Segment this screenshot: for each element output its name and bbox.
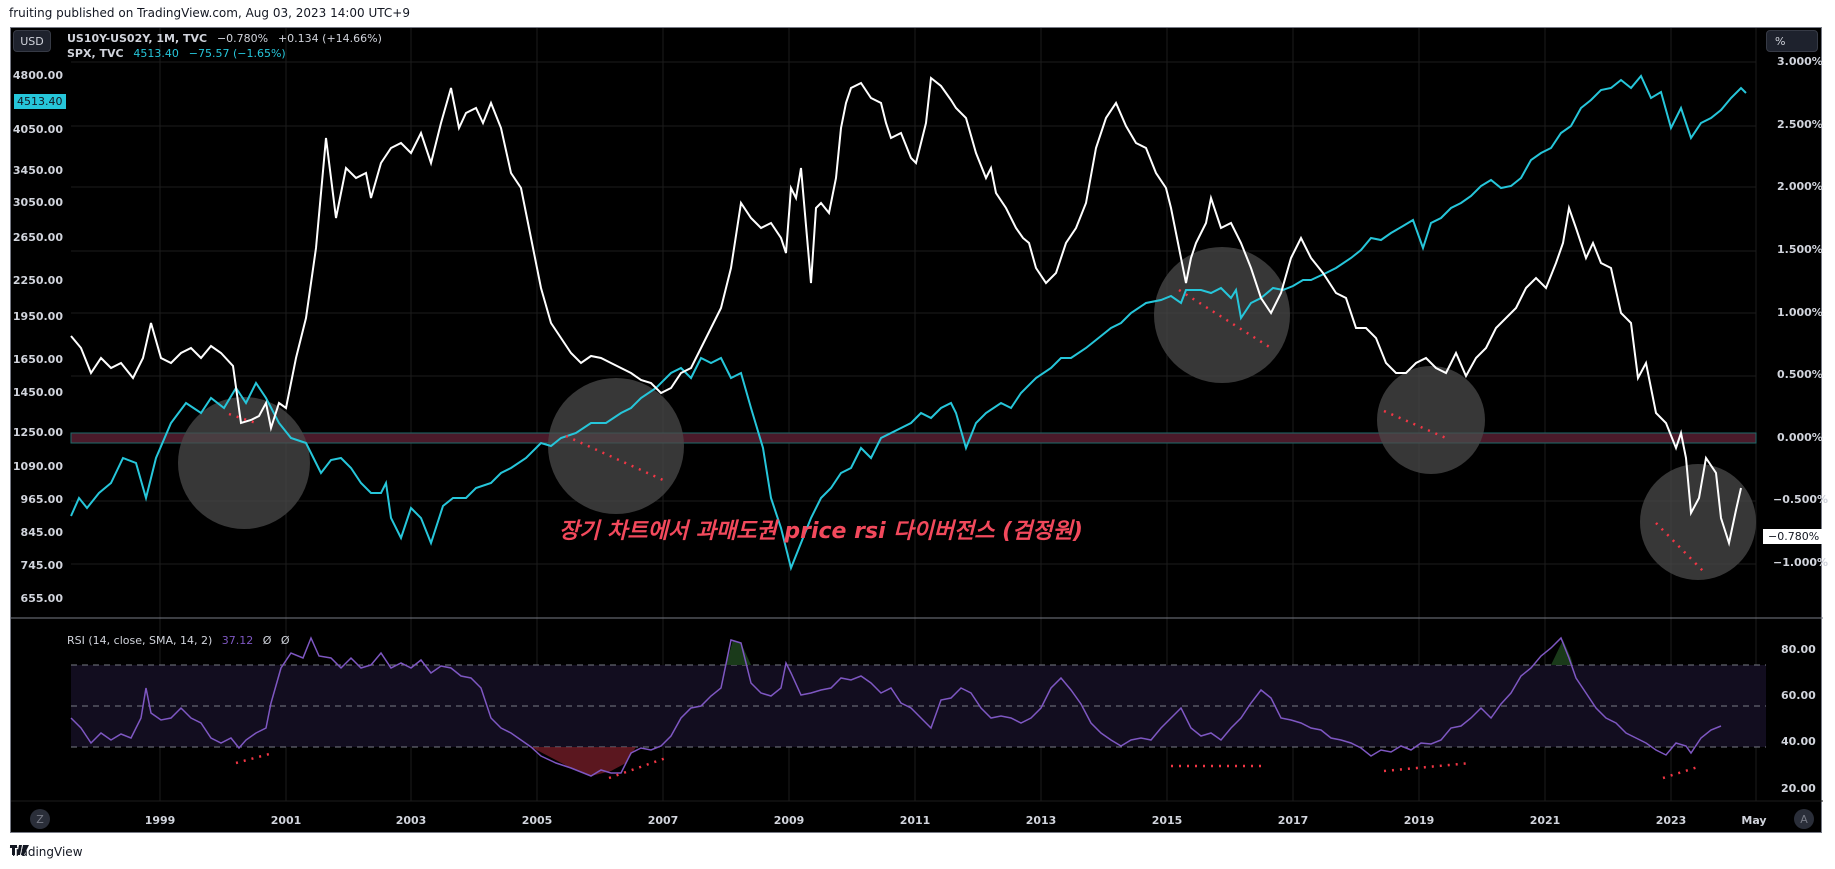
right-axis-label: 0.500% <box>1777 368 1823 381</box>
right-axis-label: 3.000% <box>1777 55 1823 68</box>
rsi-overbought-fill-2021 <box>1551 640 1573 665</box>
time-axis-label: 2001 <box>270 814 302 827</box>
left-axis-label: 745.00 <box>20 559 63 572</box>
chart-frame[interactable]: USD % US10Y-US02Y, 1M, TVC −0.780% +0.13… <box>10 27 1828 834</box>
time-axis-label: May <box>1741 814 1767 827</box>
legend-spx-name: SPX, TVC <box>67 47 124 60</box>
currency-button[interactable]: USD <box>13 30 51 52</box>
rsi-oversold-fill <box>531 747 636 776</box>
rsi-band-lines <box>71 664 1766 748</box>
legend-spx-change: −75.57 (−1.65%) <box>188 47 286 60</box>
rsi-axis-label: 80.00 <box>1781 643 1816 656</box>
time-axis-label: 2021 <box>1529 814 1561 827</box>
legend-rsi[interactable]: RSI (14, close, SMA, 14, 2) 37.12 Ø Ø <box>67 634 290 647</box>
right-axis-label: 2.500% <box>1777 118 1823 131</box>
time-axis-label: 2019 <box>1403 814 1435 827</box>
divergence-lines-rsi <box>235 751 1702 780</box>
left-axis-label: 3450.00 <box>12 164 63 177</box>
left-axis-label: 1950.00 <box>12 310 63 323</box>
legend-spread-name: US10Y-US02Y, 1M, TVC <box>67 32 208 45</box>
right-axis-label: −0.500% <box>1773 493 1829 506</box>
right-axis-label: 0.000% <box>1777 431 1823 444</box>
left-axis-label: 1090.00 <box>12 460 63 473</box>
time-axis-label: 2023 <box>1655 814 1687 827</box>
time-axis-label: 2003 <box>395 814 427 827</box>
left-axis-label: 1450.00 <box>12 386 63 399</box>
time-axis-label: 2005 <box>521 814 553 827</box>
zero-line-band <box>70 432 1757 444</box>
circle-2019 <box>1377 366 1485 474</box>
spread-line <box>70 76 1742 547</box>
legend-rsi-value: 37.12 <box>221 634 254 647</box>
legend-rsi-name: RSI (14, close, SMA, 14, 2) <box>67 634 213 647</box>
divergence-circles <box>178 247 1756 580</box>
time-axis-label: 2017 <box>1277 814 1309 827</box>
zoom-reset-button[interactable]: Z <box>30 809 50 829</box>
right-axis-label: 1.000% <box>1777 306 1823 319</box>
left-axis-label: 1250.00 <box>12 426 63 439</box>
time-axis-label: 2015 <box>1151 814 1183 827</box>
tradingview-footer[interactable]: TradingView <box>10 845 83 859</box>
divergence-annotation: 장기 차트에서 과매도권 price rsi 다이버전스 (검정원) <box>559 519 1083 544</box>
time-axis-label: 2013 <box>1025 814 1057 827</box>
rsi-axis-label: 60.00 <box>1781 689 1816 702</box>
legend-spx[interactable]: SPX, TVC 4513.40 −75.57 (−1.65%) <box>67 47 286 60</box>
circle-2000 <box>178 397 310 529</box>
chart-canvas[interactable] <box>11 28 1823 834</box>
legend-spread[interactable]: US10Y-US02Y, 1M, TVC −0.780% +0.134 (+14… <box>67 32 382 45</box>
left-axis-label: 4050.00 <box>12 123 63 136</box>
legend-rsi-extra1: Ø <box>262 634 272 647</box>
rsi-line <box>70 636 1722 777</box>
left-axis-label: 845.00 <box>20 526 63 539</box>
left-axis-label: 3050.00 <box>12 196 63 209</box>
legend-spread-value: −0.780% <box>216 32 269 45</box>
time-axis-label: 2009 <box>773 814 805 827</box>
time-axis-label: 2011 <box>899 814 931 827</box>
tradingview-brand: TradingView <box>10 845 83 859</box>
left-axis-label: 2650.00 <box>12 231 63 244</box>
spx-price-tag: 4513.40 <box>14 94 66 109</box>
divergence-lines-price <box>228 288 1704 572</box>
circle-2023 <box>1640 464 1756 580</box>
time-axis-label: 2007 <box>647 814 679 827</box>
legend-rsi-extra2: Ø <box>280 634 290 647</box>
circle-2016 <box>1154 247 1290 383</box>
time-axis-label: 1999 <box>144 814 176 827</box>
right-axis-label: 1.500% <box>1777 243 1823 256</box>
percent-scale-button[interactable]: % <box>1766 30 1818 52</box>
rsi-axis-label: 40.00 <box>1781 735 1816 748</box>
left-axis-label: 2250.00 <box>12 274 63 287</box>
publish-info: fruiting published on TradingView.com, A… <box>9 6 410 20</box>
legend-spread-change: +0.134 (+14.66%) <box>277 32 382 45</box>
right-axis-label: 2.000% <box>1777 180 1823 193</box>
circle-2006 <box>548 378 684 514</box>
spread-value-tag: −0.780% <box>1763 529 1825 544</box>
auto-scale-button[interactable]: A <box>1794 809 1814 829</box>
rsi-axis-label: 20.00 <box>1781 782 1816 795</box>
tradingview-logo-icon <box>10 845 29 855</box>
left-axis-label: 655.00 <box>20 592 63 605</box>
left-axis-label: 1650.00 <box>12 353 63 366</box>
left-axis-label: 965.00 <box>20 493 63 506</box>
spx-line <box>70 74 1747 572</box>
left-axis-label: 4800.00 <box>12 69 63 82</box>
right-axis-label: −1.000% <box>1773 556 1829 569</box>
legend-spx-value: 4513.40 <box>133 47 179 60</box>
